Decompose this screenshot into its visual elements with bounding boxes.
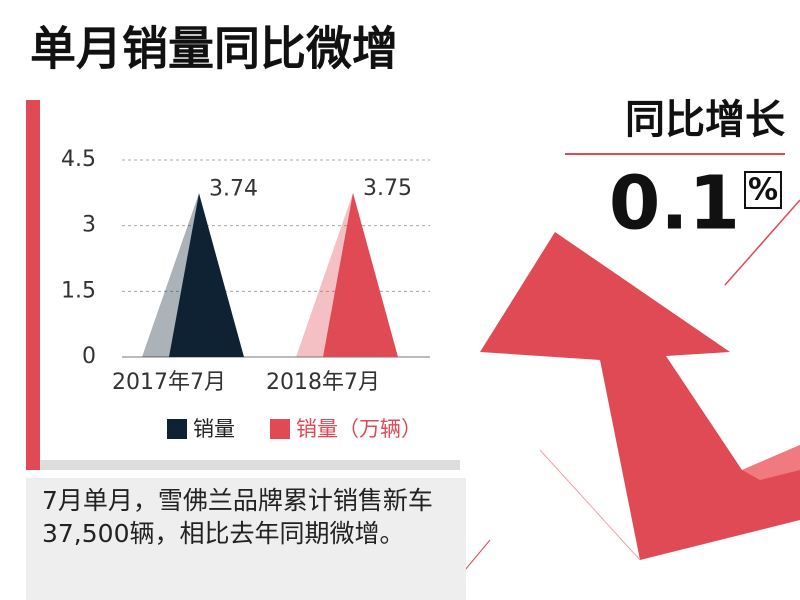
legend-label: 销量 bbox=[193, 417, 235, 441]
decor-line bbox=[724, 199, 800, 286]
bar bbox=[169, 193, 244, 357]
y-tick-label: 4.5 bbox=[61, 147, 96, 172]
growth-label: 同比增长 bbox=[625, 97, 785, 143]
panel-shadow bbox=[40, 460, 460, 470]
caption: 7月单月，雪佛兰品牌累计销售新车37,500辆，相比去年同期微增。 bbox=[42, 486, 433, 548]
headline: 单月销量同比微增 bbox=[30, 22, 398, 76]
x-tick-label: 2017年7月 bbox=[112, 370, 226, 395]
unit-box bbox=[744, 171, 782, 209]
arrow bbox=[480, 232, 800, 560]
caption-box bbox=[26, 478, 466, 600]
x-tick-label: 2018年7月 bbox=[266, 370, 380, 395]
panel-accent bbox=[26, 100, 40, 470]
legend-swatch bbox=[270, 419, 290, 439]
decor-line bbox=[539, 449, 641, 561]
growth-unit: % bbox=[748, 173, 778, 208]
y-tick-label: 1.5 bbox=[61, 278, 96, 303]
arrow-highlight bbox=[742, 445, 800, 480]
chart-panel bbox=[40, 100, 455, 460]
value-label: 3.74 bbox=[209, 176, 258, 201]
legend-label: 销量（万辆） bbox=[296, 417, 422, 441]
y-tick-label: 3 bbox=[82, 213, 96, 238]
y-tick-label: 0 bbox=[82, 344, 96, 369]
growth-value: 0.1 bbox=[609, 161, 740, 247]
bar bbox=[323, 192, 398, 357]
legend-swatch bbox=[167, 419, 187, 439]
value-label: 3.75 bbox=[363, 176, 412, 201]
